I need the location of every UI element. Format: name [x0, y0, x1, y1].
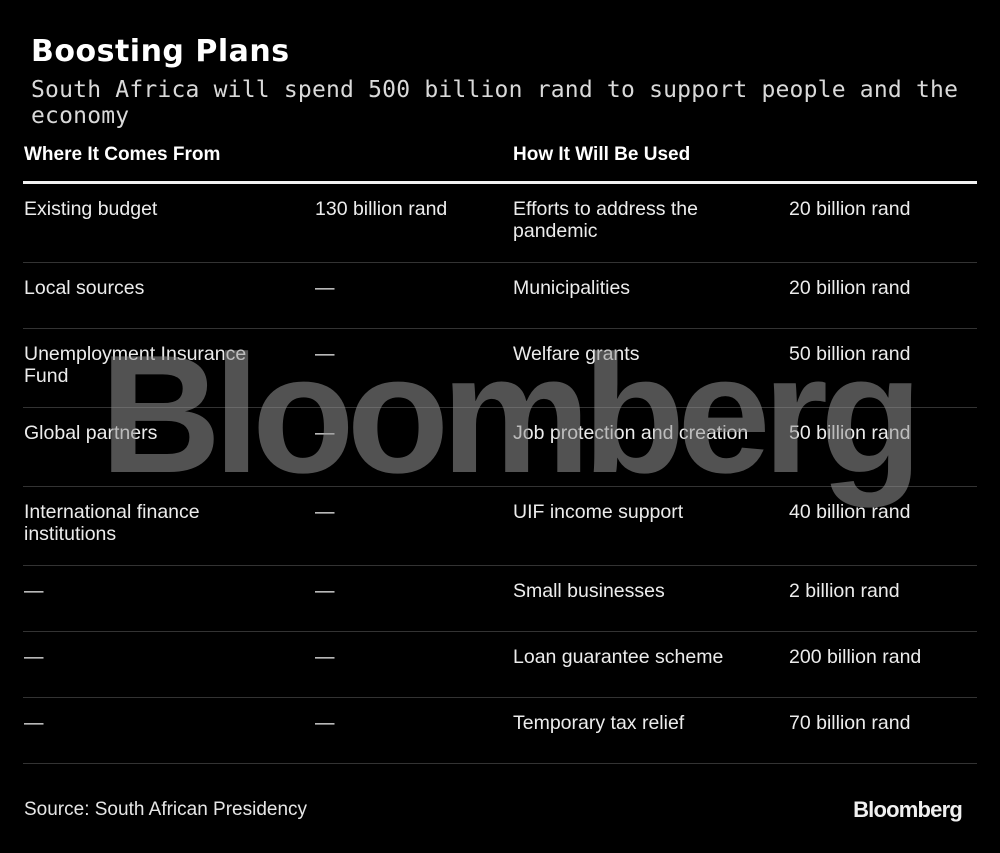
cell-use-amount: 50 billion rand: [789, 422, 911, 444]
cell-source-name: —: [24, 646, 44, 668]
cell-use-amount: 2 billion rand: [789, 580, 900, 602]
cell-use-name: Temporary tax relief: [513, 712, 685, 734]
cell-source-name: —: [24, 712, 44, 734]
cell-use-amount: 40 billion rand: [789, 501, 911, 523]
row-divider: [23, 486, 977, 487]
header-rule: [23, 181, 977, 184]
cell-use-name: Efforts to address the pandemic: [513, 198, 698, 242]
chart-title: Boosting Plans: [31, 34, 290, 69]
table-row: — — Temporary tax relief 70 billion rand: [0, 698, 1000, 764]
table-row: Local sources — Municipalities 20 billion r…: [0, 263, 1000, 329]
row-divider: [23, 631, 977, 632]
cell-use-name: Welfare grants: [513, 343, 640, 365]
cell-use-name: UIF income support: [513, 501, 684, 523]
row-divider: [23, 763, 977, 764]
table-row: Unemployment Insurance Fund — Welfare gran…: [0, 329, 1000, 408]
row-divider: [23, 328, 977, 329]
cell-source-name: —: [24, 580, 44, 602]
cell-use-amount: 200 billion rand: [789, 646, 922, 668]
cell-use-amount: 20 billion rand: [789, 277, 911, 299]
row-divider: [23, 407, 977, 408]
table-row: — — Small businesses 2 billion rand: [0, 566, 1000, 632]
cell-source-name: Existing budget: [24, 198, 158, 220]
table-row: International finance institutions — UIF i…: [0, 487, 1000, 566]
cell-source-name: Unemployment Insurance Fund: [24, 343, 247, 387]
cell-source-amount: —: [315, 501, 335, 523]
cell-source-amount: —: [315, 712, 335, 734]
cell-source-amount: —: [315, 646, 335, 668]
cell-use-name: Loan guarantee scheme: [513, 646, 724, 668]
table-row: Existing budget 130 billion rand Efforts t…: [0, 184, 1000, 263]
cell-source-name: Local sources: [24, 277, 145, 299]
cell-use-name: Job protection and creation: [513, 422, 749, 444]
cell-source-amount: 130 billion rand: [315, 198, 448, 220]
source-note: Source: South African Presidency: [24, 799, 308, 820]
cell-use-amount: 20 billion rand: [789, 198, 911, 220]
row-divider: [23, 697, 977, 698]
table-row: Global partners — Job protection and creat…: [0, 408, 1000, 487]
cell-source-amount: —: [315, 580, 335, 602]
chart-subtitle: South Africa will spend 500 billion rand…: [31, 77, 959, 129]
cell-source-amount: —: [315, 277, 335, 299]
row-divider: [23, 565, 977, 566]
bloomberg-logo: Bloomberg: [853, 797, 963, 822]
cell-use-name: Municipalities: [513, 277, 631, 299]
cell-source-name: International finance institutions: [24, 501, 200, 545]
header-where-it-comes-from: Where It Comes From: [24, 144, 221, 165]
cell-source-amount: —: [315, 422, 335, 444]
cell-source-name: Global partners: [24, 422, 158, 444]
cell-use-amount: 70 billion rand: [789, 712, 911, 734]
row-divider: [23, 262, 977, 263]
cell-source-amount: —: [315, 343, 335, 365]
cell-use-amount: 50 billion rand: [789, 343, 911, 365]
header-how-it-will-be-used: How It Will Be Used: [513, 144, 691, 165]
cell-use-name: Small businesses: [513, 580, 665, 602]
table-row: — — Loan guarantee scheme 200 billion rand: [0, 632, 1000, 698]
